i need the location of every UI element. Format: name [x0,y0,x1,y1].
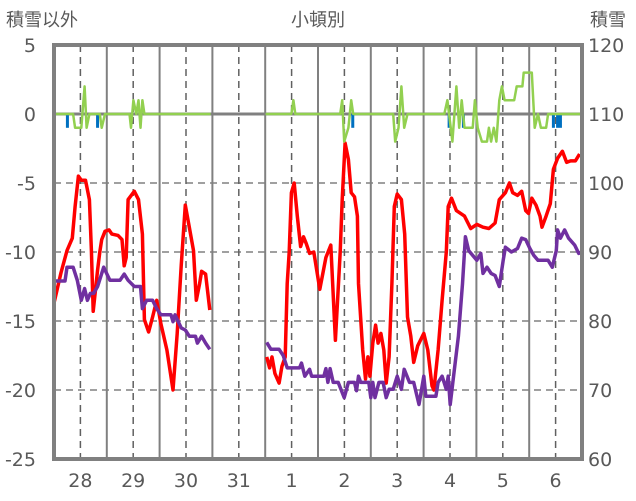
x-tick-label: 6 [550,470,562,492]
y-tick-right: 80 [588,311,612,333]
y-tick-left: -25 [5,449,36,471]
series-line-red [52,174,212,392]
x-tick-label: 29 [121,470,145,492]
plot-border [52,43,584,461]
tick-labels: 5 120 0 110 -5 100 -10 90 -15 80 -20 70 -25 60 28 29 30 3… [5,35,624,492]
chart-title: 小頓別 [291,10,345,31]
series-line-green [265,71,582,143]
y-tick-left: -15 [5,311,36,333]
series-line-green [54,85,211,130]
x-tick-label: 31 [227,470,251,492]
x-tick-label: 2 [338,470,350,492]
y-tick-right: 120 [588,35,624,57]
x-tick-label: 3 [391,470,403,492]
y-tick-left: 0 [24,104,36,126]
series-group [52,71,583,407]
y-tick-left: -10 [5,242,36,264]
x-tick-label: 4 [444,470,456,492]
y-tick-right: 90 [588,242,612,264]
bar-blue [351,114,355,128]
bar-blue [65,114,69,128]
y-tick-right: 60 [588,449,612,471]
series-line-purple [265,228,583,407]
bar-blue [551,114,555,128]
bar-blue [558,114,562,128]
y-tick-left: 5 [24,35,36,57]
y-tick-right: 70 [588,380,612,402]
series-line-purple [54,265,212,351]
series-line-red [265,141,582,392]
y-tick-right: 110 [588,104,624,126]
x-tick-label: 30 [174,470,198,492]
x-tick-label: 1 [286,470,298,492]
x-tick-label: 5 [497,470,509,492]
bar-blue [96,114,100,128]
right-axis-title: 積雪 [590,10,626,31]
x-tick-label: 28 [68,470,92,492]
y-tick-right: 100 [588,173,624,195]
bar-blue [556,114,560,128]
left-axis-title: 積雪以外 [6,10,78,31]
y-tick-left: -20 [5,380,36,402]
y-tick-left: -5 [17,173,36,195]
